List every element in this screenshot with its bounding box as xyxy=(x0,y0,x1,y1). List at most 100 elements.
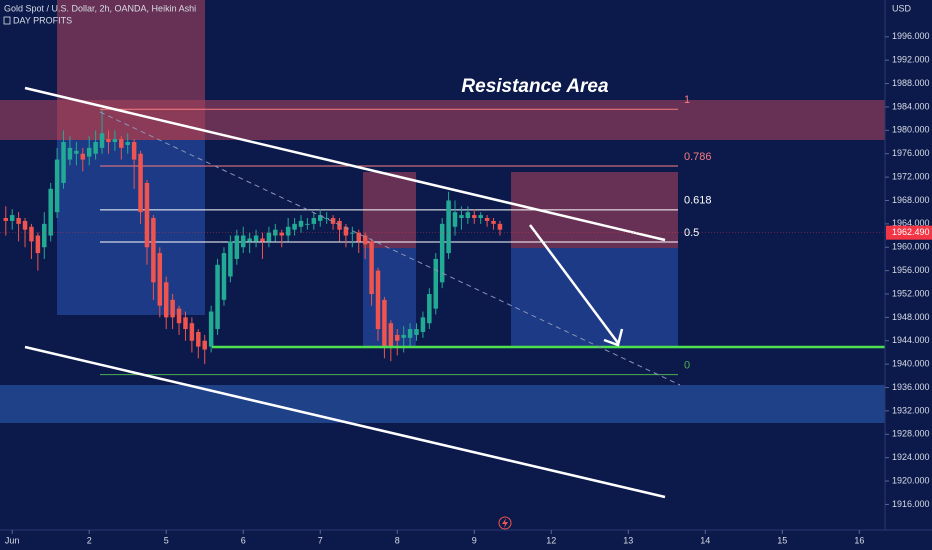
candle-body xyxy=(202,340,207,350)
candle-body xyxy=(382,299,387,347)
x-tick-label: 9 xyxy=(472,535,477,545)
risk-box xyxy=(57,0,205,140)
candle-body xyxy=(234,235,240,259)
candle-body xyxy=(9,215,15,221)
candle-body xyxy=(61,142,66,183)
currency: USD xyxy=(892,3,912,13)
y-tick-label: 1956.000 xyxy=(892,265,930,275)
candle-body xyxy=(330,218,336,224)
candle-body xyxy=(375,270,381,330)
y-tick-label: 1992.000 xyxy=(892,55,930,65)
candle-body xyxy=(221,253,227,300)
candle-body xyxy=(215,264,220,330)
candle-body xyxy=(196,331,201,347)
candles xyxy=(3,109,503,365)
candle-body xyxy=(446,200,451,254)
candle-body xyxy=(356,232,361,242)
candle-body xyxy=(459,215,464,219)
candle-body xyxy=(439,223,445,283)
candle-body xyxy=(491,220,496,224)
y-tick-label: 1940.000 xyxy=(892,359,930,369)
y-tick-label: 1932.000 xyxy=(892,405,930,415)
x-tick-label: Jun xyxy=(5,535,20,545)
candle-body xyxy=(362,235,368,245)
candle-body xyxy=(67,147,73,160)
y-tick-label: 1916.000 xyxy=(892,499,930,509)
y-tick-label: 1944.000 xyxy=(892,335,930,345)
y-tick-label: 1924.000 xyxy=(892,452,930,462)
candle-body xyxy=(131,142,137,160)
candle-body xyxy=(350,232,355,234)
indicator-icon xyxy=(3,16,11,25)
candle-body xyxy=(176,308,182,324)
event-icon xyxy=(502,518,508,528)
candle-body xyxy=(189,323,195,341)
candle-body xyxy=(74,150,79,154)
candle-body xyxy=(3,218,9,221)
candle-body xyxy=(125,142,130,145)
y-tick-label: 1996.000 xyxy=(892,31,930,41)
y-tick-label: 1936.000 xyxy=(892,382,930,392)
candle-body xyxy=(369,241,374,294)
trend-drawings xyxy=(24,86,885,499)
candle-body xyxy=(163,282,169,318)
x-tick-label: 13 xyxy=(623,535,633,545)
candle-body xyxy=(144,182,150,248)
candle-body xyxy=(317,215,323,221)
candle-body xyxy=(305,223,310,225)
reward-box xyxy=(57,140,205,315)
lower-trendline xyxy=(24,345,666,499)
candle-body xyxy=(452,212,458,227)
x-tick-label: 14 xyxy=(700,535,710,545)
candle-body xyxy=(260,238,265,242)
candle-body xyxy=(253,235,259,242)
candle-body xyxy=(343,226,349,236)
x-tick-label: 6 xyxy=(241,535,246,545)
chart-title: Gold Spot / U.S. Dollar, 2h, OANDA, Heik… xyxy=(4,3,196,13)
fib-label: 0 xyxy=(684,360,690,372)
candle-body xyxy=(292,223,297,230)
candle-body xyxy=(93,142,98,154)
candle-body xyxy=(433,258,439,309)
y-tick-label: 1920.000 xyxy=(892,475,930,485)
candle-body xyxy=(427,293,432,324)
candle-body xyxy=(151,218,156,283)
support-zone xyxy=(0,385,885,423)
x-tick-label: 2 xyxy=(87,535,92,545)
drawings xyxy=(0,0,885,423)
candle-body xyxy=(22,220,28,230)
candle-body xyxy=(42,223,47,248)
candle-body xyxy=(119,139,124,148)
y-tick-label: 1960.000 xyxy=(892,242,930,252)
last-price-tag xyxy=(886,225,932,240)
candle-body xyxy=(16,218,21,224)
x-tick-label: 15 xyxy=(777,535,787,545)
candle-body xyxy=(484,218,490,221)
price-axis xyxy=(885,0,932,550)
candle-body xyxy=(478,215,483,219)
candle-body xyxy=(401,334,406,338)
arrow-head xyxy=(603,328,624,347)
candle-body xyxy=(324,218,329,220)
candle-body xyxy=(228,241,233,277)
indicator-name: DAY PROFITS xyxy=(13,15,72,25)
candle-body xyxy=(29,226,34,242)
candle-body xyxy=(112,139,118,143)
candle-body xyxy=(138,153,143,213)
y-tick-label: 1928.000 xyxy=(892,429,930,439)
candle-body xyxy=(497,223,503,230)
y-tick-label: 1984.000 xyxy=(892,101,930,111)
dashed-trendline xyxy=(99,111,681,386)
fib-label: 1 xyxy=(684,94,690,106)
candle-body xyxy=(465,212,471,219)
fib-levels: 1 0.786 0.618 0.5 0 xyxy=(100,94,712,376)
candle-body xyxy=(273,229,278,236)
annotation: Resistance Area xyxy=(461,76,609,97)
candle-body xyxy=(266,232,272,242)
y-tick-label: 1972.000 xyxy=(892,171,930,181)
candle-body xyxy=(54,159,60,213)
candle-body xyxy=(298,220,304,227)
candle-body xyxy=(395,334,400,341)
fib-label: 0.786 xyxy=(684,151,712,163)
